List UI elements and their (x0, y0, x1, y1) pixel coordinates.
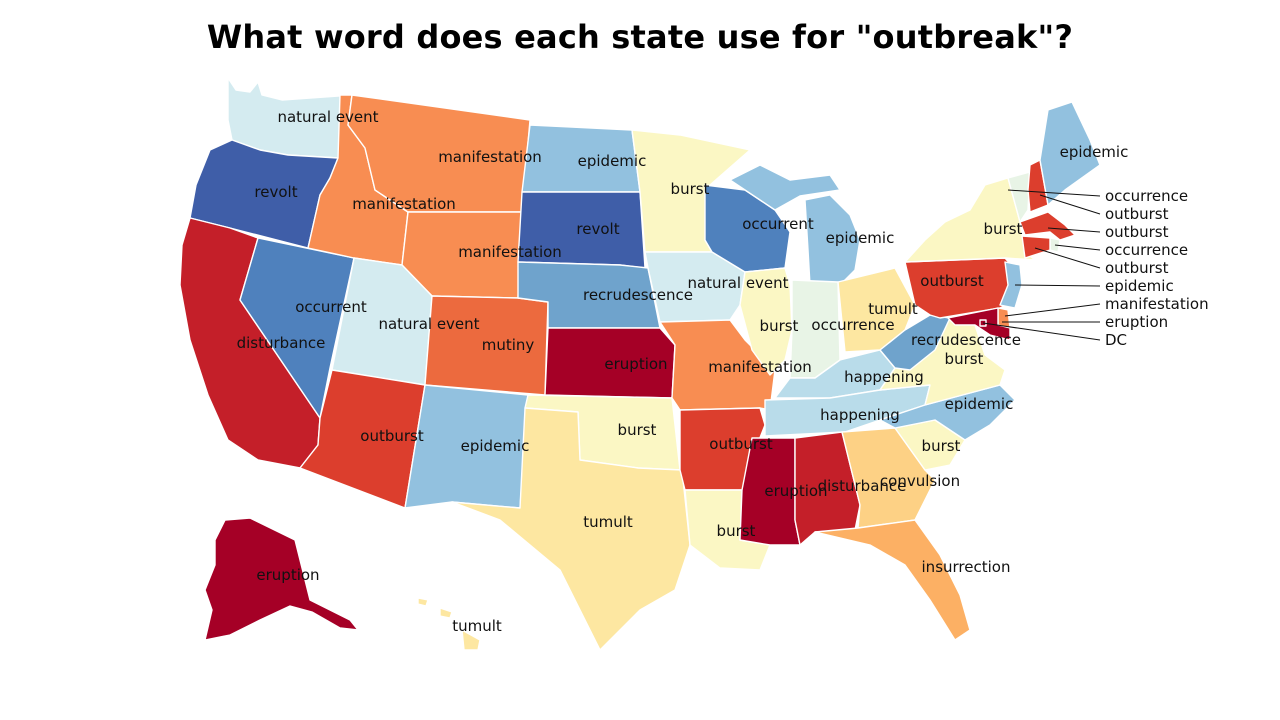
leader-NH (1039, 194, 1101, 215)
state-labels: natural event revolt disturbance occurre… (237, 108, 1129, 635)
state-label-OK: burst (618, 421, 657, 439)
callout-label-MD: eruption (1105, 313, 1168, 331)
state-label-AZ: outburst (360, 427, 424, 445)
state-VT (1007, 171, 1031, 223)
state-label-WA: natural event (277, 108, 378, 126)
callout-label-DE: manifestation (1105, 295, 1209, 313)
state-label-LA: burst (717, 522, 756, 540)
state-label-AK: eruption (256, 566, 319, 584)
state-label-AL: disturbance (818, 477, 907, 495)
callout-label-MA: outburst (1105, 223, 1169, 241)
state-label-ID: manifestation (352, 195, 456, 213)
callout-label-NJ: epidemic (1105, 277, 1174, 295)
state-label-UT: natural event (378, 315, 479, 333)
state-IL (739, 267, 793, 376)
state-AK (204, 517, 359, 641)
state-label-IL: burst (760, 317, 799, 335)
state-shapes (179, 77, 1101, 651)
state-MD (947, 307, 1011, 341)
state-label-KS: eruption (604, 355, 667, 373)
state-HI (417, 597, 481, 651)
state-label-TX: tumult (583, 513, 633, 531)
state-label-KY: happening (844, 368, 924, 386)
state-label-IN: occurrence (811, 316, 894, 334)
state-label-GA: convulsion (880, 472, 960, 490)
callout-labels: occurrence outburst outburst occurrence … (1105, 187, 1209, 349)
state-label-NM: epidemic (461, 437, 530, 455)
state-label-HI: tumult (452, 617, 502, 635)
state-MA (1019, 211, 1076, 241)
state-label-SD: revolt (576, 220, 619, 238)
state-label-OR: revolt (254, 183, 297, 201)
state-label-NY: burst (984, 220, 1023, 238)
state-TX (451, 407, 691, 651)
state-label-FL: insurrection (922, 558, 1011, 576)
state-label-NV: occurrent (295, 298, 367, 316)
state-NH (1027, 159, 1049, 213)
state-label-OH: tumult (868, 300, 918, 318)
callout-label-NH: outburst (1105, 205, 1169, 223)
state-MI-UP (729, 164, 841, 211)
state-label-ND: epidemic (578, 152, 647, 170)
state-label-VA: burst (945, 350, 984, 368)
state-label-WV: recrudescence (911, 331, 1021, 349)
state-label-NC: epidemic (945, 395, 1014, 413)
callout-label-VT: occurrence (1105, 187, 1188, 205)
state-label-CO: mutiny (482, 336, 535, 354)
leader-DC (982, 322, 1101, 341)
leader-NJ (1014, 284, 1101, 287)
callout-label-CT: outburst (1105, 259, 1169, 277)
state-label-MN: burst (671, 180, 710, 198)
leader-RI (1054, 244, 1101, 251)
state-label-WI: occurrent (742, 215, 814, 233)
leader-CT (1034, 247, 1101, 269)
leader-MA (1047, 227, 1101, 233)
state-label-WY: manifestation (458, 243, 562, 261)
state-label-MS: eruption (764, 482, 827, 500)
state-label-SC: burst (922, 437, 961, 455)
state-label-TN: happening (820, 406, 900, 424)
leader-DE (1004, 303, 1101, 317)
callout-label-DC: DC (1105, 331, 1127, 349)
state-FL (814, 519, 971, 641)
state-label-MT: manifestation (438, 148, 542, 166)
state-NJ (999, 261, 1023, 309)
state-CT (1021, 235, 1051, 259)
state-label-MO: manifestation (708, 358, 812, 376)
state-label-CA: disturbance (237, 334, 326, 352)
state-label-PA: outburst (920, 272, 984, 290)
callout-leaders (982, 189, 1101, 341)
state-MI (804, 194, 861, 286)
state-label-ME: epidemic (1060, 143, 1129, 161)
state-label-MI: epidemic (826, 229, 895, 247)
callout-label-RI: occurrence (1105, 241, 1188, 259)
state-label-IA: natural event (687, 274, 788, 292)
map-title: What word does each state use for "outbr… (206, 18, 1074, 56)
state-ME (1039, 101, 1101, 206)
leader-VT (1007, 189, 1101, 197)
state-label-AR: outburst (709, 435, 773, 453)
state-label-NE: recrudescence (583, 286, 693, 304)
